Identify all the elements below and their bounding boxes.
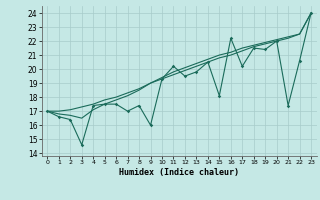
X-axis label: Humidex (Indice chaleur): Humidex (Indice chaleur) bbox=[119, 168, 239, 177]
